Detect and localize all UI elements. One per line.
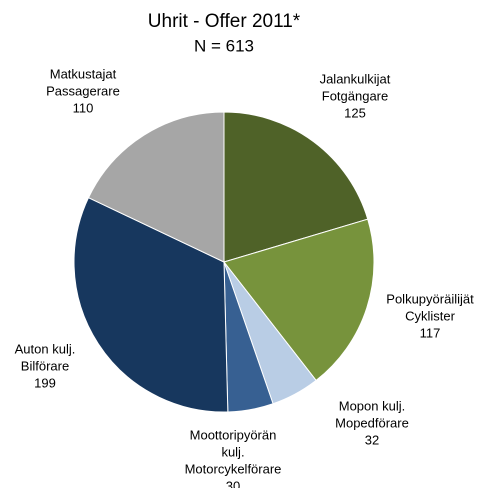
slice-label: Mopon kulj. bbox=[339, 398, 405, 413]
slice-value: 199 bbox=[34, 375, 56, 390]
slice-label: Moottoripyörän bbox=[190, 427, 277, 442]
pie-slice bbox=[87, 111, 225, 263]
pie-slice bbox=[73, 196, 229, 413]
slice-label: Polkupyöräilijät bbox=[386, 291, 474, 306]
slice-label: Mopedförare bbox=[335, 415, 409, 430]
slice-label: Cyklister bbox=[405, 308, 456, 323]
slice-label: Motorcykelförare bbox=[185, 461, 282, 476]
slice-value: 30 bbox=[226, 478, 240, 488]
pie-slice bbox=[223, 218, 375, 382]
slice-value: 110 bbox=[73, 100, 94, 115]
slice-label: Bilförare bbox=[21, 358, 69, 373]
slice-label: Matkustajat bbox=[50, 66, 117, 81]
slice-value: 117 bbox=[420, 325, 441, 340]
chart-title: Uhrit - Offer 2011* bbox=[148, 11, 301, 32]
slice-label: Passagerare bbox=[46, 83, 120, 98]
slice-label: Auton kulj. bbox=[15, 341, 76, 356]
slice-label: Fotgängare bbox=[322, 88, 389, 103]
chart-subtitle: N = 613 bbox=[194, 36, 254, 55]
slice-label: Jalankulkijat bbox=[320, 71, 391, 86]
pie-slice bbox=[223, 111, 369, 263]
slice-value: 125 bbox=[344, 105, 366, 120]
slice-label: kulj. bbox=[221, 444, 244, 459]
slice-value: 32 bbox=[365, 432, 379, 447]
